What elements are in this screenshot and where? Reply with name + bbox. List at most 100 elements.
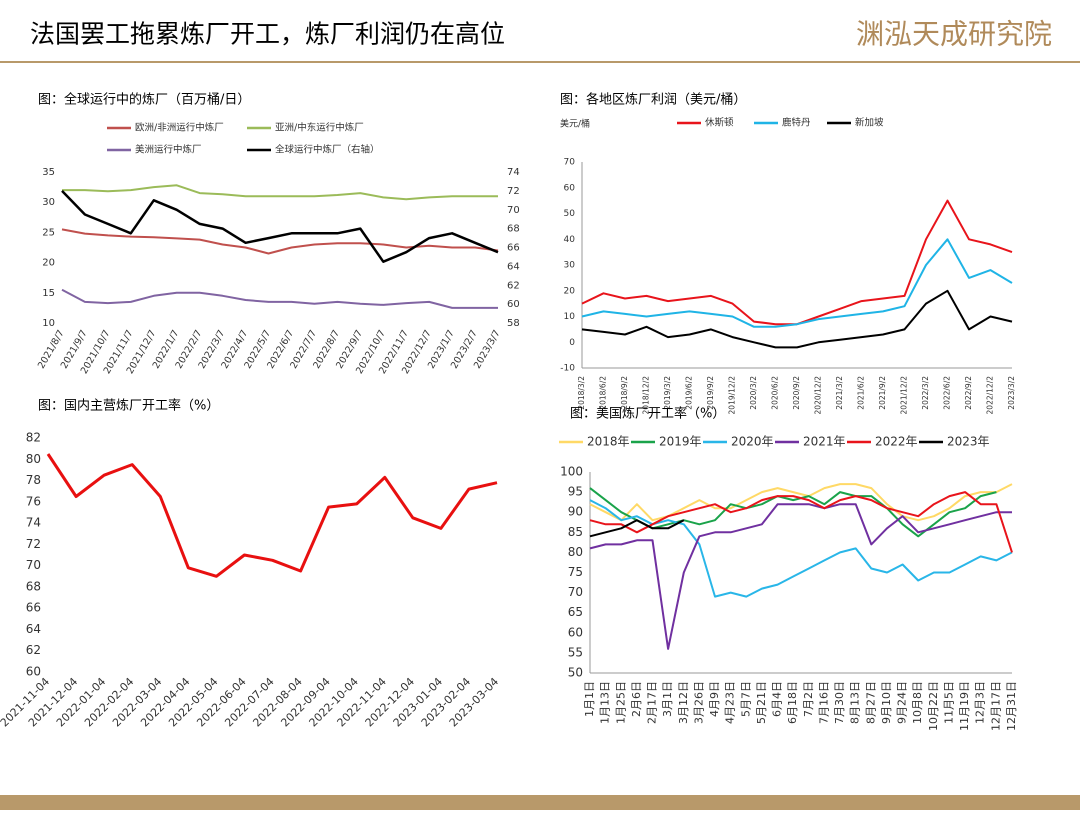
x-tick-label: 1月1日 bbox=[583, 681, 596, 717]
legend-label: 美洲运行中炼厂 bbox=[135, 144, 202, 156]
y-tick-label: 20 bbox=[564, 286, 576, 296]
legend-label: 欧洲/非洲运行中炼厂 bbox=[135, 122, 224, 134]
x-tick-label: 9月24日 bbox=[896, 681, 909, 724]
y2-tick-label: 66 bbox=[507, 243, 520, 254]
x-tick-label: 11月19日 bbox=[958, 681, 971, 731]
chart-title: 图：国内主营炼厂开工率（%） bbox=[38, 398, 219, 414]
x-tick-label: 4月23日 bbox=[724, 681, 737, 724]
y-tick-label: 70 bbox=[568, 585, 583, 599]
series-line bbox=[589, 483, 1013, 522]
y-tick-label: 0 bbox=[569, 338, 575, 348]
x-tick-label: 2018/3/2 bbox=[577, 376, 586, 410]
y2-tick-label: 70 bbox=[507, 205, 520, 216]
x-tick-label: 3月12日 bbox=[677, 681, 690, 724]
series-line bbox=[589, 503, 1012, 650]
x-tick-label: 2022/6/2 bbox=[943, 376, 952, 410]
series-line bbox=[61, 228, 499, 255]
y-tick-label: 60 bbox=[26, 665, 41, 679]
legend-label: 2022年 bbox=[875, 435, 918, 449]
x-tick-label: 2018/9/2 bbox=[620, 376, 629, 410]
x-tick-label: 11月5日 bbox=[942, 681, 955, 724]
chart-title: 图：全球运行中的炼厂（百万桶/日） bbox=[38, 92, 250, 108]
x-tick-label: 2020/12/2 bbox=[814, 376, 823, 415]
x-tick-label: 10月8日 bbox=[911, 681, 924, 724]
legend-label: 2023年 bbox=[947, 435, 990, 449]
y2-tick-label: 74 bbox=[507, 167, 520, 178]
y-tick-label: 80 bbox=[568, 545, 583, 559]
x-tick-label: 2020/9/2 bbox=[792, 376, 801, 410]
chart-title: 图：美国炼厂开工率（%） bbox=[570, 406, 725, 422]
y-tick-label: 50 bbox=[568, 666, 583, 680]
x-tick-label: 2023/3/2 bbox=[1007, 376, 1016, 410]
footer-band bbox=[0, 795, 1080, 810]
y-tick-label: 30 bbox=[42, 197, 55, 208]
x-tick-label: 1月25日 bbox=[614, 681, 627, 724]
y2-tick-label: 64 bbox=[507, 261, 520, 272]
y-tick-label: 78 bbox=[26, 473, 41, 487]
series-line bbox=[581, 238, 1013, 328]
series-line bbox=[589, 499, 1013, 598]
x-tick-label: 12月17日 bbox=[989, 681, 1002, 731]
x-tick-label: 2月6日 bbox=[630, 681, 643, 717]
y-tick-label: 85 bbox=[568, 525, 583, 539]
series-line bbox=[589, 487, 997, 538]
x-tick-label: 8月27日 bbox=[864, 681, 877, 724]
series-line bbox=[581, 289, 1013, 349]
series-line bbox=[589, 519, 685, 538]
y-tick-label: 80 bbox=[26, 452, 41, 466]
chart-title: 图：各地区炼厂利润（美元/桶） bbox=[560, 92, 746, 108]
y-tick-label: 70 bbox=[564, 158, 576, 168]
x-tick-label: 2022/3/2 bbox=[921, 376, 930, 410]
legend-label: 休斯顿 bbox=[705, 117, 734, 129]
y-tick-label: 15 bbox=[42, 288, 55, 299]
legend-label: 全球运行中炼厂（右轴） bbox=[275, 144, 380, 156]
y-tick-label: 10 bbox=[564, 312, 576, 322]
series-line bbox=[61, 190, 499, 263]
y-tick-label: 72 bbox=[26, 537, 41, 551]
header-rule bbox=[0, 61, 1080, 63]
y-tick-label: 20 bbox=[42, 258, 55, 269]
y-tick-label: 90 bbox=[568, 505, 583, 519]
y-tick-label: 40 bbox=[564, 235, 576, 245]
x-tick-label: 2021/9/2 bbox=[878, 376, 887, 410]
y-tick-label: 30 bbox=[564, 261, 576, 271]
y-tick-label: 62 bbox=[26, 643, 41, 657]
series-line bbox=[61, 288, 498, 309]
x-tick-label: 2020/3/2 bbox=[749, 376, 758, 410]
x-tick-label: 1月13日 bbox=[599, 681, 612, 724]
x-tick-label: 6月18日 bbox=[786, 681, 799, 724]
y-tick-label: 60 bbox=[568, 625, 583, 639]
y-axis-label: 美元/桶 bbox=[560, 118, 590, 130]
x-tick-label: 2020/6/2 bbox=[771, 376, 780, 410]
y-tick-label: 50 bbox=[564, 209, 576, 219]
x-tick-label: 10月22日 bbox=[927, 681, 940, 731]
y-tick-label: 65 bbox=[568, 605, 583, 619]
y-tick-label: 82 bbox=[26, 431, 41, 445]
y2-tick-label: 62 bbox=[507, 280, 520, 291]
y2-tick-label: 60 bbox=[507, 299, 520, 310]
x-tick-label: 2021/3/2 bbox=[835, 376, 844, 410]
x-tick-label: 2021/6/2 bbox=[857, 376, 866, 410]
y-tick-label: 35 bbox=[42, 167, 55, 178]
x-tick-label: 5月7日 bbox=[739, 681, 752, 717]
y-tick-label: 64 bbox=[26, 622, 41, 636]
x-tick-label: 2019/12/2 bbox=[728, 376, 737, 415]
logo: 渊泓天成研究院 bbox=[856, 18, 1052, 51]
x-tick-label: 2019/3/2 bbox=[663, 376, 672, 410]
series-line bbox=[62, 184, 498, 201]
y-tick-label: 25 bbox=[42, 227, 55, 238]
x-tick-label: 2022/9/2 bbox=[964, 376, 973, 410]
y-tick-label: 95 bbox=[568, 485, 583, 499]
legend-label: 2019年 bbox=[659, 435, 702, 449]
legend-label: 2021年 bbox=[803, 435, 846, 449]
legend-label: 2020年 bbox=[731, 435, 774, 449]
x-tick-label: 7月30日 bbox=[833, 681, 846, 724]
x-tick-label: 8月13日 bbox=[849, 681, 862, 724]
slide-title: 法国罢工拖累炼厂开工，炼厂利润仍在高位 bbox=[30, 20, 505, 49]
y2-tick-label: 68 bbox=[507, 224, 520, 235]
legend-label: 鹿特丹 bbox=[782, 117, 811, 129]
y-tick-label: 10 bbox=[42, 318, 55, 329]
y2-tick-label: 72 bbox=[507, 186, 520, 197]
x-tick-label: 2021/12/2 bbox=[900, 376, 909, 415]
